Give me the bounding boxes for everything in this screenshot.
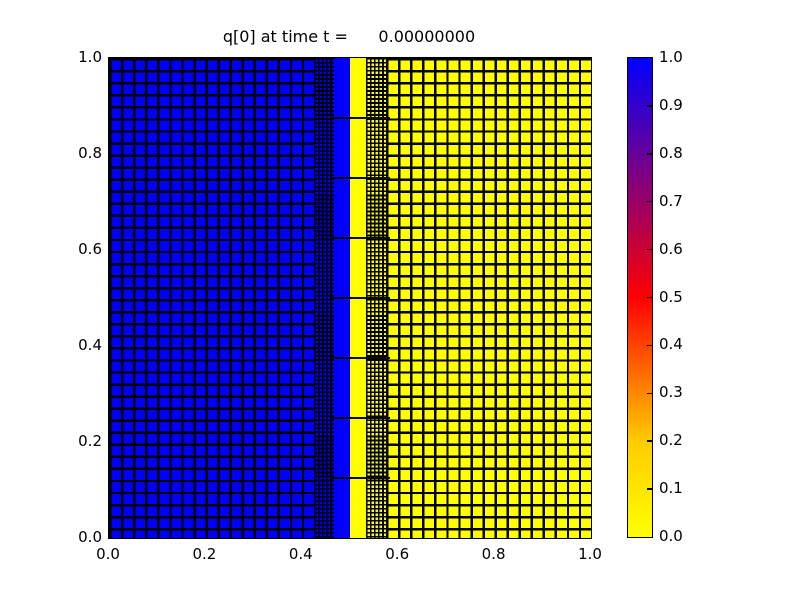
colorbar-tick-label: 0.2	[659, 431, 683, 450]
x-tick-label: 0.2	[192, 545, 217, 563]
patch-boundary-line	[329, 116, 391, 120]
colorbar-tick-label: 0.9	[659, 95, 683, 114]
y-tick-label: 0.6	[78, 240, 102, 258]
colorbar-tick-mark	[647, 488, 652, 490]
patch-boundary-line	[329, 416, 391, 420]
plot-area	[108, 57, 592, 539]
colorbar-tick-label: 0.3	[659, 383, 683, 402]
mesh-region	[313, 58, 334, 538]
y-tick-label: 0.4	[78, 336, 102, 354]
colorbar-tick-label: 0.5	[659, 287, 683, 306]
colorbar-tick-mark	[647, 105, 652, 107]
x-tick-label: 0.6	[385, 545, 410, 563]
colorbar-tick-label: 0.1	[659, 479, 683, 498]
mesh-region	[109, 58, 314, 538]
colorbar-tick-mark	[647, 200, 652, 203]
y-tick-label: 0.2	[78, 432, 102, 450]
colorbar-tick-mark	[647, 440, 652, 442]
colorbar-tick-label: 0.7	[659, 191, 683, 210]
colorbar-tick-label: 0.6	[659, 239, 683, 258]
patch-boundary-line	[329, 236, 391, 240]
colorbar-tick-label: 0.4	[659, 335, 683, 354]
colorbar-tick-label: 1.0	[659, 48, 683, 66]
mesh-region	[386, 58, 591, 538]
y-tick-label: 0.8	[78, 144, 102, 162]
plot-title: q[0] at time t = 0.00000000	[222, 27, 476, 46]
colorbar-tick-mark	[647, 296, 652, 299]
colorbar-tick-mark	[647, 248, 652, 251]
x-tick-label: 1.0	[578, 545, 602, 563]
colorbar	[627, 57, 653, 538]
x-tick-label: 0.0	[96, 545, 120, 563]
patch-boundary-line	[329, 296, 391, 300]
colorbar-tick-mark	[647, 392, 652, 395]
x-tick-label: 0.8	[481, 545, 506, 563]
x-tick-label: 0.4	[288, 545, 313, 563]
patch-boundary-line	[329, 476, 391, 480]
colorbar-tick-label: 0.0	[659, 527, 683, 545]
patch-boundary-line	[329, 356, 391, 360]
colorbar-tick-label: 0.8	[659, 143, 683, 162]
y-tick-label: 1.0	[78, 48, 102, 66]
colorbar-tick-mark	[647, 344, 652, 347]
y-tick-label: 0.0	[78, 528, 102, 546]
colorbar-tick-mark	[647, 153, 652, 155]
patch-boundary-line	[329, 176, 391, 180]
